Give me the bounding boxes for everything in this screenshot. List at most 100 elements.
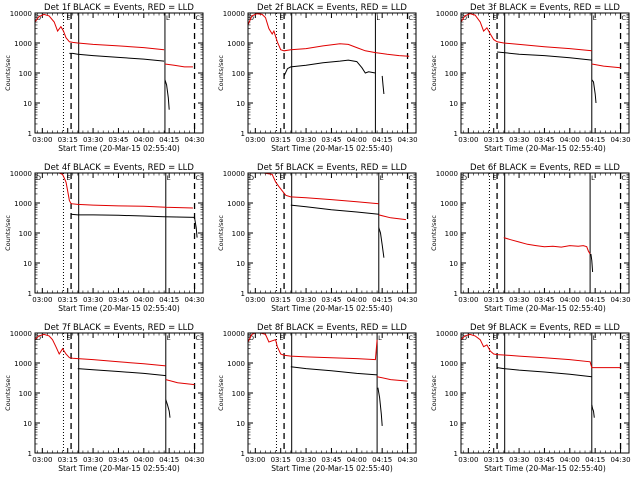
data-layer xyxy=(35,173,198,238)
y-tick-label: 1 xyxy=(241,130,245,138)
data-layer xyxy=(35,333,195,418)
y-axis-label: Counts/sec xyxy=(4,375,12,411)
x-tick-label: 03:45 xyxy=(108,296,128,304)
chart-title: Det 2f BLACK = Events, RED = LLD xyxy=(257,3,407,13)
series-line-1 xyxy=(35,333,166,367)
marker-box-label: E xyxy=(66,334,70,342)
series-line-1 xyxy=(503,237,591,255)
y-tick-label: 100 xyxy=(232,390,245,398)
marker-box-label: C xyxy=(196,14,201,22)
data-layer xyxy=(461,333,621,418)
x-tick-label: 04:00 xyxy=(134,296,154,304)
series-line-1 xyxy=(248,333,378,361)
x-tick-label: 03:45 xyxy=(534,296,554,304)
y-tick-label: 1 xyxy=(28,450,32,458)
y-tick-label: 10 xyxy=(23,260,32,268)
series-line-4 xyxy=(377,387,383,426)
y-tick-label: 1 xyxy=(28,290,32,298)
data-layer xyxy=(248,173,406,258)
x-tick-label: 03:00 xyxy=(245,456,265,464)
x-tick-label: 04:15 xyxy=(585,136,605,144)
x-tick-label: 04:00 xyxy=(560,296,580,304)
x-axis-label: Start Time (20-Mar-15 02:55:40) xyxy=(271,304,393,313)
marker-box-label: L xyxy=(376,14,380,22)
chart-panel-6: Det 6f BLACK = Events, RED = LLD 1 10 100 10… xyxy=(430,163,631,313)
x-tick-label: 03:15 xyxy=(271,136,291,144)
x-axis-label: Start Time (20-Mar-15 02:55:40) xyxy=(58,144,180,153)
y-tick-label: 10 xyxy=(23,420,32,428)
data-layer xyxy=(503,237,594,273)
data-layer xyxy=(35,13,193,110)
y-tick-label: 1 xyxy=(454,130,458,138)
x-tick-label: 04:15 xyxy=(159,136,179,144)
x-tick-label: 03:45 xyxy=(534,136,554,144)
y-tick-label: 1 xyxy=(454,290,458,298)
plot-frame xyxy=(247,332,417,454)
y-tick-label: 100 xyxy=(445,230,458,238)
chart-panel-2: Det 2f BLACK = Events, RED = LLD 1 10 100 10… xyxy=(217,3,418,153)
y-axis-label: Counts/sec xyxy=(430,215,438,251)
y-tick-label: 10000 xyxy=(223,330,245,338)
x-tick-label: 04:00 xyxy=(347,296,367,304)
plot-frame xyxy=(34,172,204,294)
series-line-2 xyxy=(165,379,195,386)
x-axis-label: Start Time (20-Mar-15 02:55:40) xyxy=(271,464,393,473)
x-tick-label: 03:00 xyxy=(458,136,478,144)
y-tick-label: 1 xyxy=(241,450,245,458)
y-tick-label: 1 xyxy=(241,290,245,298)
x-tick-label: 03:45 xyxy=(108,456,128,464)
y-tick-label: 10 xyxy=(449,420,458,428)
y-axis-label: Counts/sec xyxy=(430,375,438,411)
x-tick-label: 03:00 xyxy=(458,456,478,464)
y-tick-label: 1000 xyxy=(14,200,32,208)
series-line-4 xyxy=(165,399,171,418)
marker-box-label: L xyxy=(593,334,597,342)
x-tick-label: 03:30 xyxy=(296,456,316,464)
y-tick-label: 10000 xyxy=(223,10,245,18)
marker-box-label: C xyxy=(622,174,627,182)
x-tick-label: 03:45 xyxy=(534,456,554,464)
x-tick-label: 04:15 xyxy=(585,296,605,304)
x-tick-label: 03:15 xyxy=(484,136,504,144)
y-tick-label: 10000 xyxy=(10,330,32,338)
x-tick-label: 03:00 xyxy=(32,296,52,304)
x-axis-label: Start Time (20-Mar-15 02:55:40) xyxy=(58,304,180,313)
x-tick-label: 03:15 xyxy=(58,456,78,464)
chart-panel-8: Det 8f BLACK = Events, RED = LLD 1 10 100 10… xyxy=(217,323,418,473)
y-axis-label: Counts/sec xyxy=(217,55,225,91)
y-tick-label: 10000 xyxy=(436,170,458,178)
y-tick-label: 1000 xyxy=(440,360,458,368)
marker-box-label: C xyxy=(622,14,627,22)
marker-box-label: E xyxy=(279,334,283,342)
chart-panel-9: Det 9f BLACK = Events, RED = LLD 1 10 100 10… xyxy=(430,323,631,473)
y-tick-label: 1000 xyxy=(440,200,458,208)
x-tick-label: 04:15 xyxy=(372,296,392,304)
x-tick-label: 03:30 xyxy=(83,456,103,464)
x-tick-label: 04:15 xyxy=(159,296,179,304)
chart-panel-1: Det 1f BLACK = Events, RED = LLD 1 10 100 10… xyxy=(4,3,205,153)
y-tick-label: 1000 xyxy=(227,200,245,208)
series-line-2 xyxy=(164,63,193,68)
x-tick-label: 03:15 xyxy=(271,296,291,304)
series-line-2 xyxy=(283,59,376,77)
x-tick-label: 03:15 xyxy=(484,456,504,464)
y-axis-label: Counts/sec xyxy=(4,215,12,251)
x-tick-label: 04:00 xyxy=(560,136,580,144)
y-tick-label: 100 xyxy=(19,70,32,78)
chart-title: Det 4f BLACK = Events, RED = LLD xyxy=(44,163,194,173)
x-tick-label: 03:45 xyxy=(321,296,341,304)
marker-box-label: C xyxy=(409,14,414,22)
chart-panel-5: Det 5f BLACK = Events, RED = LLD 1 10 100 10… xyxy=(217,163,418,313)
series-line-1 xyxy=(35,13,165,51)
y-tick-label: 10 xyxy=(236,420,245,428)
y-tick-label: 10 xyxy=(236,260,245,268)
series-line-4 xyxy=(378,227,385,258)
chart-title: Det 1f BLACK = Events, RED = LLD xyxy=(44,3,194,13)
marker-box-label: E xyxy=(279,174,283,182)
marker-box-label: L xyxy=(380,174,384,182)
series-line-1 xyxy=(35,173,193,209)
series-line-1 xyxy=(461,13,592,52)
chart-title: Det 5f BLACK = Events, RED = LLD xyxy=(257,163,407,173)
y-tick-label: 1000 xyxy=(14,40,32,48)
